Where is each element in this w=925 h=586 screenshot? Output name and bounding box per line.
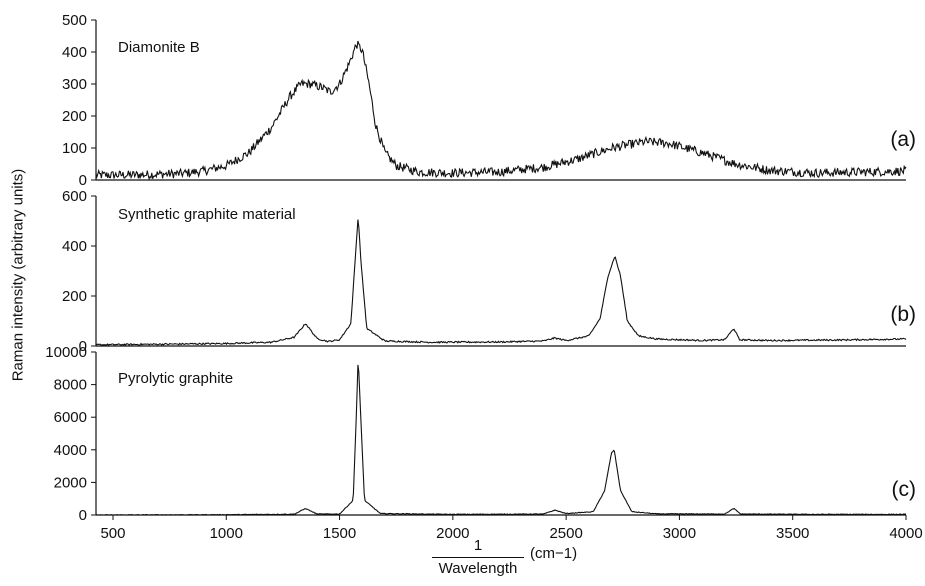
y-tick-label-b: 400 (62, 238, 87, 255)
x-tick-label: 4000 (889, 525, 922, 542)
y-tick-label-c: 4000 (54, 442, 87, 459)
y-tick-label-b: 0 (79, 338, 87, 355)
panel-title-b: Synthetic graphite material (118, 206, 296, 223)
spectrum-line-c (95, 364, 907, 516)
y-tick-label-a: 300 (62, 76, 87, 93)
panel-tag-c: (c) (892, 478, 917, 501)
x-axis-label-numerator: 1 (473, 537, 483, 554)
x-tick-label: 500 (100, 525, 125, 542)
x-axis-label-unit: (cm−1) (530, 545, 578, 562)
y-tick-label-a: 0 (79, 172, 87, 189)
x-tick-label: 2000 (436, 525, 469, 542)
y-tick-label-c: 8000 (54, 377, 87, 394)
y-tick-label-c: 10000 (45, 344, 87, 361)
data-layer (95, 40, 907, 516)
x-tick-label: 1500 (323, 525, 356, 542)
spectrum-line-a (95, 40, 907, 181)
x-tick-label: 2500 (549, 525, 582, 542)
fraction-bar (432, 557, 524, 558)
y-tick-label-a: 200 (62, 108, 87, 125)
y-tick-label-b: 600 (62, 188, 87, 205)
text-layer: 0 100 200 300 400 500 Diamonite B (a) 0 200 400 600… (45, 12, 922, 542)
y-tick-label-a: 100 (62, 140, 87, 157)
y-tick-label-b: 200 (62, 288, 87, 305)
x-tick-label: 3500 (776, 525, 809, 542)
x-tick-label: 3000 (663, 525, 696, 542)
x-axis-label-fraction: 1 Wavelength (432, 536, 524, 578)
panel-title-c: Pyrolytic graphite (118, 370, 233, 387)
panel-tag-b: (b) (890, 303, 916, 326)
axes-layer (91, 19, 907, 520)
y-tick-label-c: 2000 (54, 474, 87, 491)
y-tick-label-c: 6000 (54, 409, 87, 426)
y-axis-label: Raman intensity (arbitrary units) (6, 130, 30, 420)
y-tick-label-c: 0 (79, 507, 87, 524)
y-axis-label-text: Raman intensity (arbitrary units) (9, 168, 27, 382)
panel-title-a: Diamonite B (118, 39, 200, 56)
x-axis-label: 1 Wavelength (cm−1) (432, 536, 632, 584)
spectrum-line-b (95, 219, 907, 347)
y-tick-label-a: 500 (62, 12, 87, 29)
panel-tag-a: (a) (890, 128, 916, 151)
x-axis-label-denominator: Wavelength (438, 560, 518, 577)
x-tick-label: 1000 (210, 525, 243, 542)
y-tick-label-a: 400 (62, 44, 87, 61)
